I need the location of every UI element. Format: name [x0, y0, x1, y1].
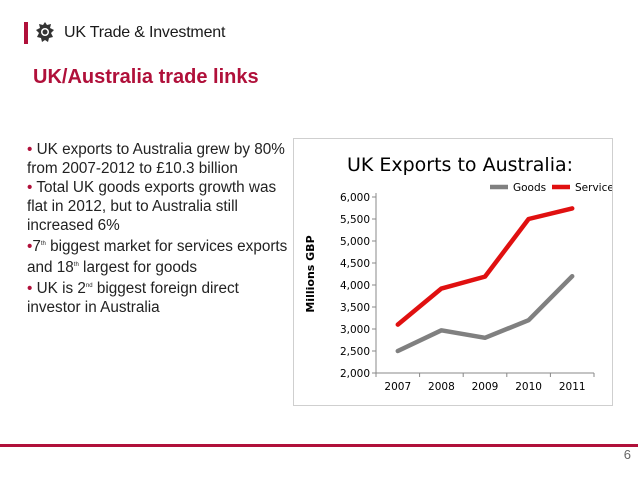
- bullet-text: largest for goods: [78, 259, 198, 276]
- bullet-marker: •: [27, 238, 33, 255]
- bullet-text: 7: [32, 238, 41, 255]
- y-tick-label: 3,500: [340, 302, 370, 314]
- bullet-text: UK exports to Australia grew by 80% from…: [27, 141, 285, 177]
- ordinal-suffix: th: [40, 241, 46, 247]
- bullet-text: Total UK goods exports growth was flat i…: [27, 179, 277, 234]
- bullet-2: • Total UK goods exports growth was flat…: [27, 178, 292, 235]
- page-number: 6: [623, 447, 631, 462]
- series-line-services: [395, 206, 575, 327]
- legend-label-goods: Goods: [513, 182, 546, 194]
- chart-canvas: UK Exports to Australia: Millions GBP Go…: [304, 154, 612, 393]
- royal-crest-icon: [36, 22, 54, 42]
- bullet-text: UK is 2: [32, 280, 86, 297]
- x-tick-label: 2010: [515, 381, 542, 393]
- y-tick-label: 6,000: [340, 192, 370, 204]
- bullet-list: • UK exports to Australia grew by 80% fr…: [27, 140, 292, 317]
- y-tick-label: 2,500: [340, 346, 370, 358]
- bullet-text: biggest market for services exports and …: [27, 238, 288, 276]
- chart-axes: 2,000 2,500 3,000 3,500 4,000 4,500 5,000 5,500…: [340, 192, 595, 393]
- logo-accent-bar: [24, 22, 28, 44]
- chart-title: UK Exports to Australia:: [347, 154, 573, 176]
- y-tick-label: 3,000: [340, 324, 370, 336]
- y-tick-label: 4,500: [340, 258, 370, 270]
- bullet-text: biggest foreign direct investor in Austr…: [27, 280, 239, 316]
- bullet-1: • UK exports to Australia grew by 80% fr…: [27, 140, 292, 178]
- bullet-3: •7th biggest market for services exports…: [27, 235, 292, 277]
- chart-series: [395, 206, 575, 354]
- footer-rule: [0, 444, 638, 447]
- x-tick-label: 2007: [384, 381, 411, 393]
- exports-chart: UK Exports to Australia: Millions GBP Go…: [293, 138, 613, 406]
- bullet-4: • UK is 2nd biggest foreign direct inves…: [27, 277, 292, 317]
- bullet-marker: •: [27, 280, 33, 297]
- y-tick-label: 2,000: [340, 368, 370, 380]
- bullet-marker: •: [27, 179, 33, 196]
- bullet-marker: •: [27, 141, 33, 158]
- chart-y-axis-label: Millions GBP: [304, 235, 317, 312]
- y-tick-label: 5,000: [340, 236, 370, 248]
- x-tick-label: 2011: [559, 381, 586, 393]
- ordinal-suffix: nd: [85, 283, 93, 289]
- ordinal-suffix: th: [73, 262, 79, 268]
- x-tick-label: 2008: [428, 381, 455, 393]
- y-tick-label: 5,500: [340, 214, 370, 226]
- series-line-goods: [395, 273, 575, 354]
- x-tick-label: 2009: [472, 381, 499, 393]
- slide-title: UK/Australia trade links: [33, 66, 259, 88]
- legend-label-services: Services: [575, 182, 612, 194]
- brand-name: UK Trade & Investment: [64, 24, 226, 41]
- chart-legend: Goods Services: [490, 182, 612, 194]
- y-tick-label: 4,000: [340, 280, 370, 292]
